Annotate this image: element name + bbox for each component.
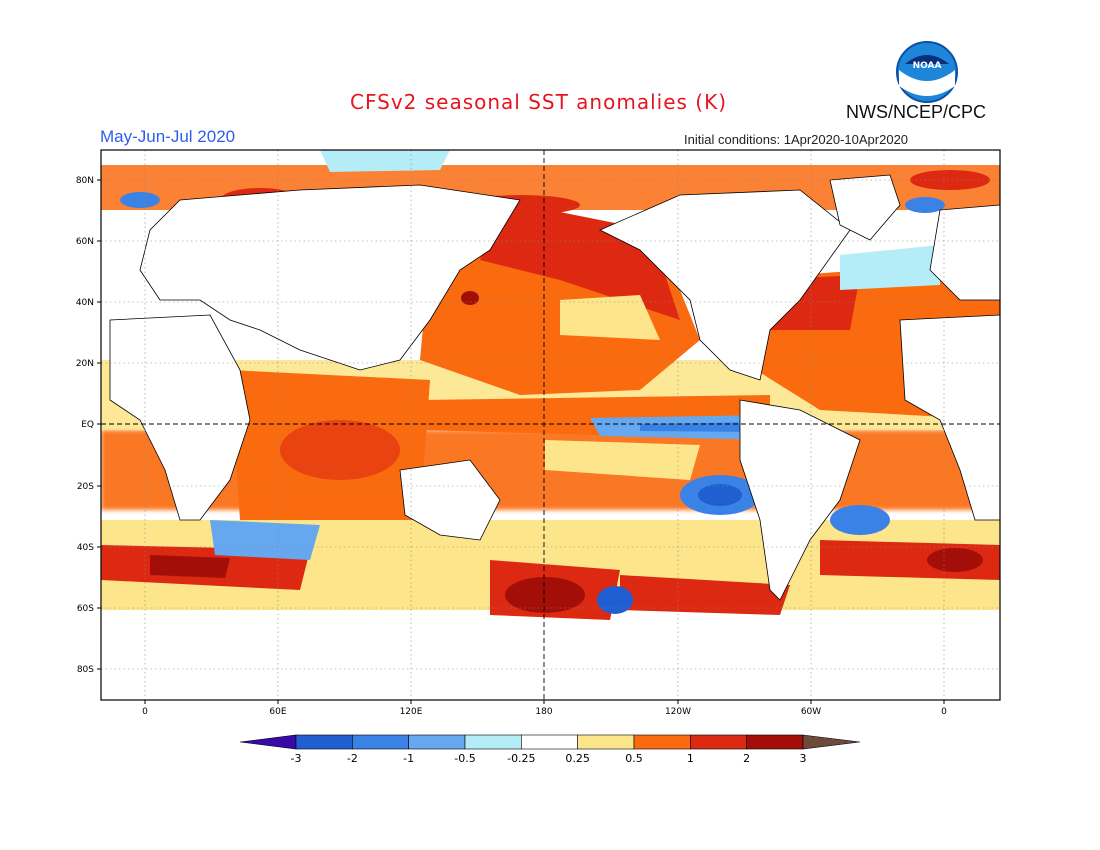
lon-label: 180 [535, 707, 552, 717]
colorbar-label: -2 [347, 752, 358, 765]
lat-label: 80S [77, 665, 94, 675]
colorbar: -3 -2 -1 -0.5 -0.25 0.25 0.5 1 2 3 [239, 734, 861, 765]
map-frame [100, 149, 1001, 701]
colorbar-swatch [464, 734, 522, 750]
colorbar-label: 1 [687, 752, 694, 765]
colorbar-swatch [295, 734, 353, 750]
colorbar-label: -0.5 [454, 752, 475, 765]
colorbar-label: 3 [800, 752, 807, 765]
colorbar-arrow-high [802, 734, 861, 750]
lon-label: 120E [400, 707, 423, 717]
colorbar-label: 0.25 [565, 752, 590, 765]
forecast-period: May-Jun-Jul 2020 [100, 127, 236, 146]
colorbar-swatch [577, 734, 635, 750]
lon-label: 60W [801, 707, 821, 717]
colorbar-swatch [408, 734, 466, 750]
agency-label: NWS/NCEP/CPC [846, 102, 987, 122]
colorbar-arrow-low [239, 734, 297, 750]
lat-label: EQ [81, 420, 94, 430]
noaa-logo: NOAA [896, 41, 958, 103]
lon-label: 0 [941, 707, 947, 717]
latitude-labels: 80N 60N 40N 20N EQ 20S 40S 60S 80S [76, 176, 94, 675]
colorbar-label: 2 [743, 752, 750, 765]
initial-conditions: Initial conditions: 1Apr2020-10Apr2020 [684, 132, 909, 147]
lat-label: 80N [76, 176, 94, 186]
colorbar-swatch [521, 734, 578, 750]
colorbar-swatch [690, 734, 747, 750]
lon-label: 60E [269, 707, 286, 717]
chart-title: CFSv2 seasonal SST anomalies (K) [350, 90, 727, 114]
lat-label: 60S [77, 604, 94, 614]
graticule [101, 150, 1000, 700]
colorbar-label: -3 [291, 752, 302, 765]
lat-label: 40N [76, 298, 94, 308]
lat-label: 40S [77, 543, 94, 553]
lon-label: 120W [665, 707, 691, 717]
anomaly-field [101, 150, 1000, 700]
reference-lines [101, 150, 1000, 700]
lat-label: 20N [76, 359, 94, 369]
lat-label: 60N [76, 237, 94, 247]
lon-label: 0 [142, 707, 148, 717]
lat-label: 20S [77, 482, 94, 492]
colorbar-swatch [352, 734, 409, 750]
colorbar-label: -1 [403, 752, 414, 765]
colorbar-label: 0.5 [625, 752, 643, 765]
longitude-labels: 0 60E 120E 180 120W 60W 0 [142, 707, 947, 717]
colorbar-swatch [633, 734, 691, 750]
colorbar-label: -0.25 [507, 752, 535, 765]
logo-text: NOAA [913, 61, 942, 71]
colorbar-swatch [746, 734, 804, 750]
